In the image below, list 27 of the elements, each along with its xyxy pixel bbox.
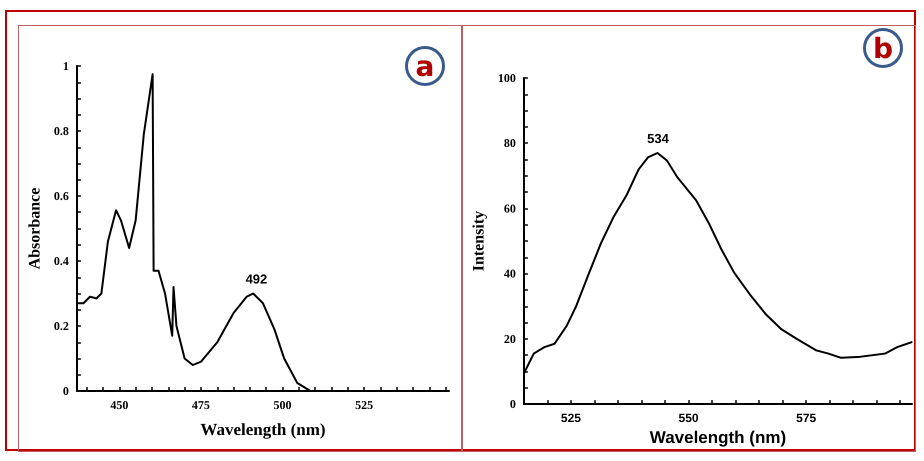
x-tick-label: 450 [110, 398, 128, 412]
y-tick-label: 0.6 [54, 189, 69, 203]
y-tick-label: 40 [504, 266, 516, 281]
circle-badge: b [863, 28, 903, 68]
y-tick-label: 20 [504, 332, 516, 346]
y-axis-title: Intensity [470, 210, 488, 272]
x-tick-label: 525 [560, 411, 582, 426]
y-tick-label: 0.8 [54, 124, 69, 138]
x-axis-title: Wavelength (nm) [200, 420, 326, 439]
x-tick-label: 525 [355, 398, 374, 412]
y-axis-title: Absorbance [26, 188, 44, 270]
y-tick-label: 60 [504, 201, 516, 216]
y-tick-label: 80 [504, 136, 516, 150]
x-tick-label: 500 [274, 398, 292, 412]
y-tick-label: 0.4 [54, 254, 69, 268]
annotation: 534 [647, 131, 670, 146]
x-tick-label: 475 [192, 398, 210, 412]
y-tick-label: 0 [510, 397, 516, 412]
circle-badge: a [405, 46, 445, 86]
y-tick-label: 0.2 [54, 319, 69, 333]
x-tick-label: 550 [678, 411, 699, 426]
y-tick-label: 1 [62, 59, 69, 73]
y-tick-label: 0 [62, 384, 69, 398]
x-tick-label: 575 [796, 411, 816, 426]
y-tick-label: 100 [498, 71, 516, 85]
x-axis-title: Wavelength (nm) [650, 428, 786, 447]
annotation: 492 [246, 272, 268, 286]
